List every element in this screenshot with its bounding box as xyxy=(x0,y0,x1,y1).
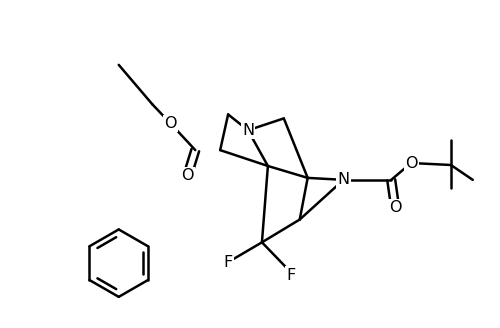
Text: O: O xyxy=(389,200,402,215)
Text: O: O xyxy=(181,168,194,183)
Text: N: N xyxy=(338,173,349,187)
Text: O: O xyxy=(164,116,176,131)
Text: O: O xyxy=(405,155,417,171)
Text: N: N xyxy=(242,123,254,138)
Text: F: F xyxy=(286,268,296,282)
Text: F: F xyxy=(224,255,232,270)
